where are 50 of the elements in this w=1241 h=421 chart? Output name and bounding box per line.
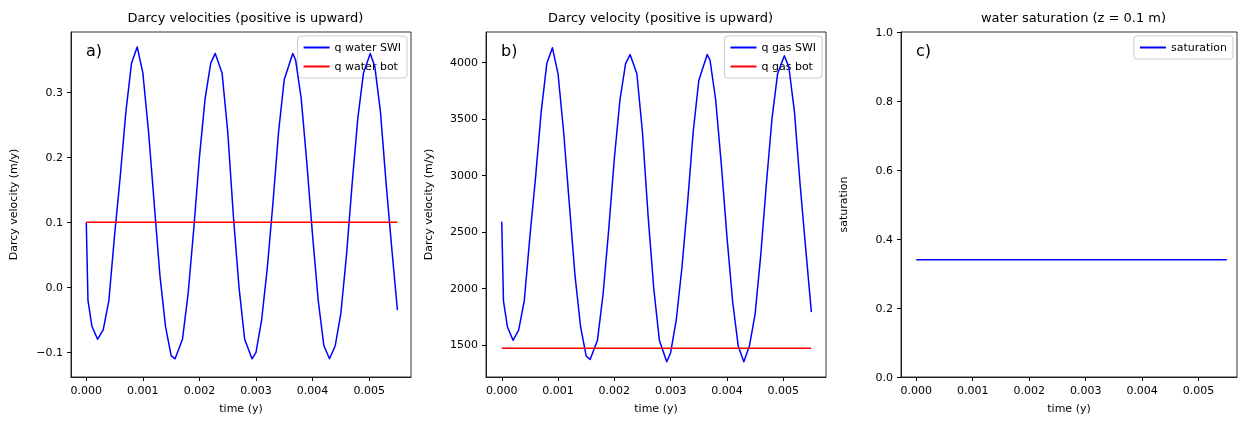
chart-title: water saturation (z = 0.1 m) <box>980 10 1167 25</box>
y-tick-label: 0.1 <box>45 215 63 229</box>
y-tick-label: 0.0 <box>45 280 63 294</box>
y-tick-label: 1500 <box>450 338 478 352</box>
y-tick-label: 1.0 <box>875 25 893 39</box>
y-tick-label: 0.0 <box>875 370 893 384</box>
chart-title: Darcy velocity (positive is upward) <box>547 10 774 25</box>
annotation: a) <box>86 40 103 60</box>
y-tick-label: 0.2 <box>875 301 893 315</box>
legend-label: q water SWI <box>334 41 401 54</box>
y-tick-label: 0.2 <box>45 150 63 164</box>
y-tick-label: 3500 <box>450 112 478 126</box>
x-tick-label: 0.003 <box>1069 384 1102 397</box>
x-tick-label: 0.000 <box>70 384 103 397</box>
annotation: b) <box>501 40 518 60</box>
x-tick-label: 0.001 <box>542 384 574 397</box>
y-tick-label: −0.1 <box>36 345 63 359</box>
y-tick-label: 2000 <box>450 281 478 295</box>
x-tick-label: 0.001 <box>127 384 159 397</box>
y-axis-title: saturation <box>837 176 850 233</box>
x-tick-label: 0.004 <box>296 384 329 397</box>
chart-title: Darcy velocities (positive is upward) <box>127 10 364 25</box>
x-tick-label: 0.005 <box>767 384 799 397</box>
x-tick-label: 0.000 <box>486 384 518 397</box>
y-tick-label: 2500 <box>450 225 478 239</box>
x-tick-label: 0.005 <box>353 384 385 397</box>
x-tick-label: 0.002 <box>183 384 216 397</box>
x-tick-label: 0.002 <box>598 384 631 397</box>
x-axis-title: time (y) <box>1047 402 1091 415</box>
y-axis-title: Darcy velocity (m/y) <box>7 148 20 261</box>
x-tick-label: 0.001 <box>956 384 989 397</box>
legend-label: saturation <box>1170 41 1228 54</box>
y-tick-label: 0.4 <box>875 232 893 246</box>
y-axis-title: Darcy velocity (m/y) <box>422 148 435 261</box>
x-tick-label: 0.004 <box>1126 384 1158 397</box>
x-axis-title: time (y) <box>219 402 263 415</box>
y-tick-label: 4000 <box>450 55 478 69</box>
legend-label: q gas SWI <box>761 41 817 54</box>
y-tick-label: 0.6 <box>875 163 893 177</box>
y-tick-label: 0.3 <box>45 85 63 99</box>
annotation: c) <box>916 40 932 60</box>
x-tick-label: 0.003 <box>654 384 687 397</box>
x-axis-title: time (y) <box>634 402 678 415</box>
x-tick-label: 0.003 <box>240 384 272 397</box>
x-tick-label: 0.000 <box>900 384 932 397</box>
y-tick-label: 3000 <box>450 168 478 182</box>
y-tick-label: 0.8 <box>875 94 893 108</box>
x-tick-label: 0.005 <box>1182 384 1215 397</box>
x-tick-label: 0.004 <box>711 384 743 397</box>
x-tick-label: 0.002 <box>1013 384 1045 397</box>
